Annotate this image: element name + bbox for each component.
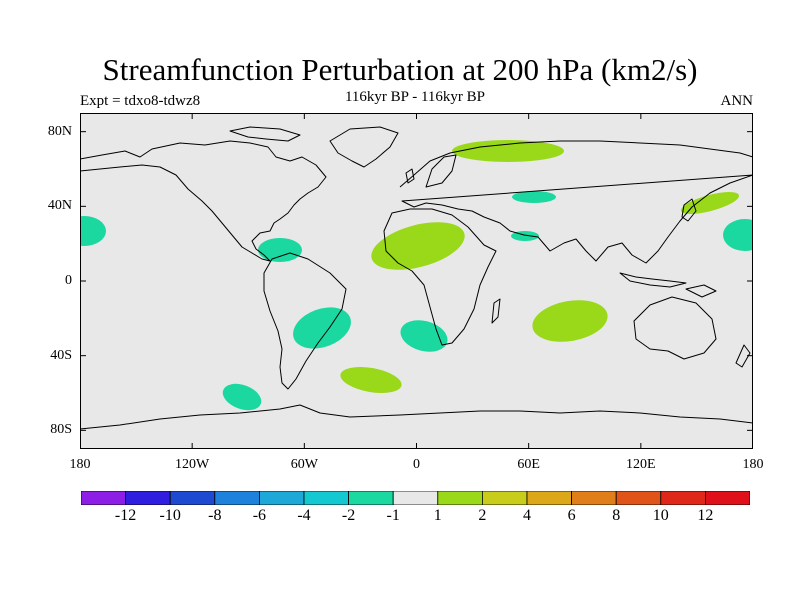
colorbar-label: -6: [252, 507, 267, 524]
lon-label: 60W: [290, 457, 318, 472]
coast-scandinavia: [425, 154, 457, 188]
colorbar-label: -8: [208, 507, 222, 524]
coast-eurasia: [399, 140, 753, 264]
lon-label: 0: [413, 457, 420, 472]
colorbar-box: [437, 491, 483, 505]
colorbar-box: [169, 491, 216, 505]
coast-africa: [383, 208, 497, 346]
world-map: [80, 113, 753, 449]
coast-south-america: [263, 252, 347, 390]
colorbar-box: [705, 491, 750, 505]
lat-ticks: [80, 131, 753, 431]
colorbar-label: 2: [478, 507, 487, 524]
colorbar-label: -2: [341, 507, 356, 524]
patch-positive: [340, 367, 402, 393]
lat-label: 80S: [50, 422, 72, 438]
coast-australia: [633, 296, 717, 360]
lon-label: 180: [69, 457, 91, 472]
colorbar-box: [214, 491, 260, 505]
colorbar-label: 1: [433, 507, 442, 524]
coast-greenland: [329, 126, 399, 168]
colorbar-box: [392, 491, 439, 505]
chart-title: Streamfunction Perturbation at 200 hPa (…: [102, 52, 698, 87]
coast-new-guinea: [685, 284, 717, 298]
colorbar-box: [615, 491, 662, 505]
map-background: [80, 113, 753, 449]
colorbar-label: 10: [652, 507, 669, 524]
colorbar-box: [125, 491, 171, 505]
coast-japan: [681, 198, 697, 222]
colorbar-label: -4: [297, 507, 311, 524]
colorbar-label: 12: [697, 507, 714, 524]
lon-label: 120E: [626, 457, 656, 472]
experiment-label: Expt = tdxo8-tdwz8: [80, 93, 201, 109]
patch-negative: [222, 383, 262, 411]
coast-madagascar: [491, 298, 501, 324]
colorbar-label: -12: [114, 507, 137, 524]
patch-positive: [532, 300, 608, 342]
colorbar-label: -10: [159, 507, 181, 524]
colorbar-box: [571, 491, 617, 505]
lon-ticks: [80, 113, 753, 449]
coast-arctic-islands: [229, 126, 301, 142]
colorbar: [81, 491, 750, 505]
lon-label: 180: [742, 457, 764, 472]
coast-antarctica: [80, 404, 753, 430]
lat-label: 40S: [50, 347, 72, 363]
lon-label: 120W: [175, 457, 210, 472]
lat-label: 0: [65, 273, 72, 288]
patch-negative: [512, 191, 556, 203]
coast-new-zealand: [735, 344, 751, 368]
colorbar-box: [348, 491, 394, 505]
colorbar-box: [81, 491, 126, 505]
patch-positive: [452, 140, 564, 162]
coastlines: [80, 126, 753, 430]
colorbar-box: [258, 491, 305, 505]
colorbar-label: -1: [386, 507, 400, 524]
colorbar-box: [481, 491, 528, 505]
lat-label: 80N: [47, 123, 72, 139]
season-label: ANN: [720, 93, 754, 109]
coast-british-isles: [405, 168, 415, 184]
colorbar-label: 6: [567, 507, 576, 524]
colorbar-box: [303, 491, 349, 505]
colorbar-label: 8: [612, 507, 621, 524]
colorbar-box: [660, 491, 706, 505]
lon-label: 60E: [517, 457, 540, 472]
patch-negative: [80, 216, 106, 246]
patch-negative: [723, 219, 753, 251]
patch-negative: [258, 238, 302, 262]
coast-north-america: [80, 140, 327, 262]
colorbar-label: 4: [523, 507, 531, 524]
patch-positive: [371, 222, 465, 270]
colorbar-box: [526, 491, 572, 505]
coast-indonesia: [619, 272, 687, 288]
chart-subtitle: 116kyr BP - 116kyr BP: [344, 89, 485, 105]
lat-label: 40N: [47, 198, 72, 214]
